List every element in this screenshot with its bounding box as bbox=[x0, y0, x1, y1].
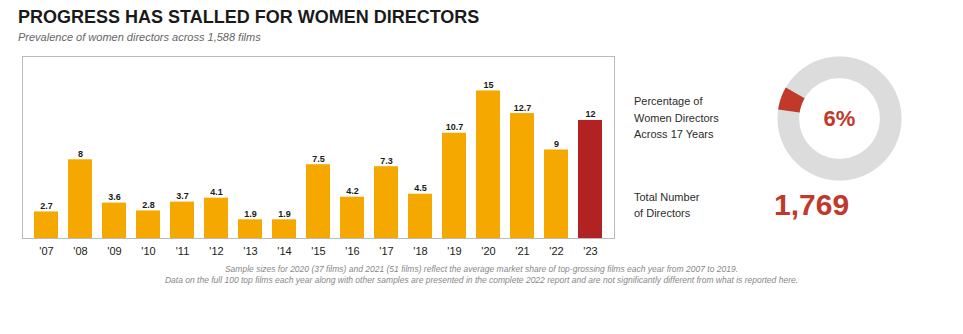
svg-text:'22: '22 bbox=[549, 245, 563, 257]
html-text:Total Number of Directors: Total Number of Directors bbox=[634, 190, 700, 219]
html-text:Data on the full 100 top films: Data on the full 100 top films each year… bbox=[164, 275, 799, 285]
svg-text:'21: '21 bbox=[515, 245, 529, 257]
svg-text:6%: 6% bbox=[824, 106, 856, 131]
svg-text:12.7: 12.7 bbox=[514, 103, 532, 113]
svg-text:'17: '17 bbox=[379, 245, 393, 257]
svg-text:'18: '18 bbox=[413, 245, 427, 257]
svg-text:7.3: 7.3 bbox=[380, 156, 393, 166]
svg-text:4.1: 4.1 bbox=[210, 187, 223, 197]
html-text:Sample sizes for 2020 (37 film: Sample sizes for 2020 (37 films) and 202… bbox=[225, 264, 738, 274]
svg-text:7.5: 7.5 bbox=[312, 154, 325, 164]
html-text:Prevalence of women directors: Prevalence of women directors across 1,5… bbox=[18, 31, 261, 43]
svg-text:'09: '09 bbox=[107, 245, 121, 257]
svg-text:9: 9 bbox=[554, 139, 559, 149]
html-text:Percentage of Women Directors: Percentage of Women Directors Across 17 … bbox=[634, 95, 719, 141]
html-text:PROGRESS HAS STALLED FOR WOMEN: PROGRESS HAS STALLED FOR WOMEN DIRECTORS bbox=[18, 7, 480, 27]
svg-text:15: 15 bbox=[483, 80, 493, 90]
svg-text:2.7: 2.7 bbox=[40, 201, 53, 211]
svg-text:1.9: 1.9 bbox=[278, 209, 291, 219]
svg-text:1.9: 1.9 bbox=[244, 209, 257, 219]
svg-text:'13: '13 bbox=[243, 245, 257, 257]
svg-text:3.7: 3.7 bbox=[176, 191, 189, 201]
svg-text:'14: '14 bbox=[277, 245, 291, 257]
svg-text:'15: '15 bbox=[311, 245, 325, 257]
svg-text:4.2: 4.2 bbox=[346, 186, 359, 196]
svg-text:'10: '10 bbox=[141, 245, 155, 257]
svg-text:'23: '23 bbox=[583, 245, 597, 257]
svg-text:3.6: 3.6 bbox=[108, 192, 121, 202]
svg-text:'07: '07 bbox=[39, 245, 53, 257]
svg-text:12: 12 bbox=[585, 109, 595, 119]
svg-text:'11: '11 bbox=[176, 245, 190, 257]
svg-text:2.8: 2.8 bbox=[142, 200, 155, 210]
svg-text:'08: '08 bbox=[73, 245, 87, 257]
svg-text:4.5: 4.5 bbox=[414, 183, 427, 193]
svg-text:'20: '20 bbox=[481, 245, 495, 257]
html-text:1,769: 1,769 bbox=[774, 188, 850, 221]
svg-text:'16: '16 bbox=[345, 245, 359, 257]
svg-text:'12: '12 bbox=[209, 245, 223, 257]
svg-text:10.7: 10.7 bbox=[446, 122, 464, 132]
svg-text:'19: '19 bbox=[447, 245, 461, 257]
svg-text:8: 8 bbox=[78, 149, 83, 159]
